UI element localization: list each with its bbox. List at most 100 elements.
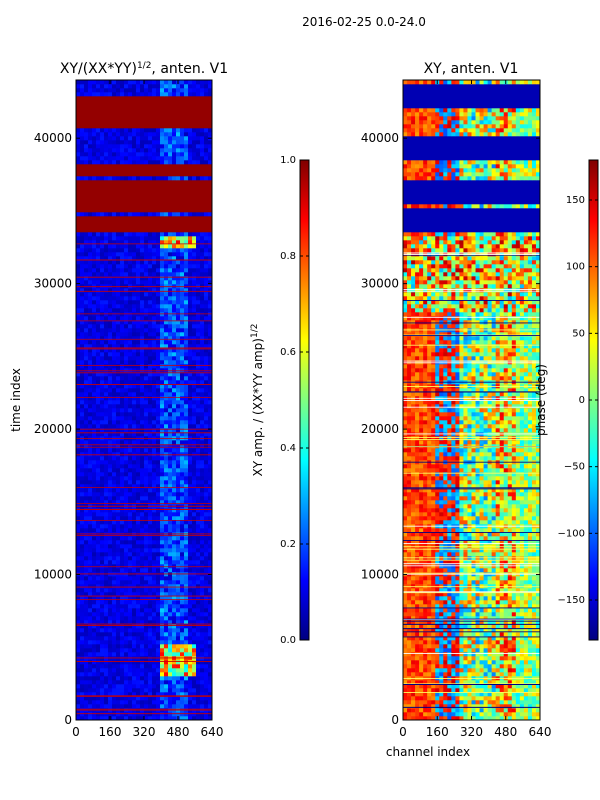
heatmap-cell	[188, 464, 193, 469]
heatmap-cell	[136, 152, 141, 157]
heatmap-cell	[192, 348, 197, 353]
heatmap-cell	[168, 600, 173, 605]
heatmap-cell	[200, 416, 205, 421]
heatmap-cell	[200, 136, 205, 141]
heatmap-cell	[112, 304, 117, 309]
heatmap-cell	[204, 528, 209, 533]
heatmap-cell	[92, 644, 97, 649]
heatmap-cell	[84, 496, 89, 501]
heatmap-cell	[172, 376, 177, 381]
heatmap-cell	[152, 688, 157, 693]
heatmap-cell	[120, 448, 125, 453]
heatmap-cell	[132, 612, 137, 617]
heatmap-cell	[192, 260, 197, 265]
heatmap-cell	[76, 416, 81, 421]
heatmap-cell	[100, 376, 105, 381]
heatmap-cell	[128, 492, 133, 497]
heatmap-cell	[108, 84, 113, 89]
heatmap-cell	[92, 344, 97, 349]
heatmap-cell	[92, 676, 97, 681]
heatmap-cell	[100, 392, 105, 397]
heatmap-cell	[184, 668, 189, 673]
heatmap-cell	[184, 576, 189, 581]
heatmap-cell	[112, 604, 117, 609]
heatmap-cell	[120, 540, 125, 545]
heatmap-cell	[100, 268, 105, 273]
heatmap-cell	[204, 456, 209, 461]
heatmap-cell	[200, 660, 205, 665]
heatmap-cell	[76, 496, 81, 501]
heatmap-cell	[200, 584, 205, 589]
heatmap-cell	[96, 648, 101, 653]
heatmap-cell	[172, 444, 177, 449]
heatmap-cell	[84, 320, 89, 325]
heatmap-cell	[88, 340, 93, 345]
heatmap-cell	[80, 296, 85, 301]
heatmap-cell	[88, 568, 93, 573]
heatmap-cell	[104, 240, 109, 245]
heatmap-cell	[204, 544, 209, 549]
heatmap-cell	[96, 524, 101, 529]
heatmap-cell	[196, 476, 201, 481]
heatmap-cell	[88, 692, 93, 697]
heatmap-cell	[471, 712, 476, 717]
heatmap-cell	[156, 472, 161, 477]
heatmap-cell	[451, 696, 456, 701]
heatmap-cell	[108, 248, 113, 253]
heatmap-cell	[164, 468, 169, 473]
heatmap-cell	[120, 476, 125, 481]
heatmap-cell	[148, 320, 153, 325]
heatmap-cell	[168, 452, 173, 457]
heatmap-cell	[172, 636, 177, 641]
heatmap-cell	[88, 396, 93, 401]
heatmap-cell	[148, 696, 153, 701]
heatmap-cell	[188, 396, 193, 401]
heatmap-cell	[156, 156, 161, 161]
heatmap-cell	[204, 176, 209, 181]
heatmap-cell	[92, 688, 97, 693]
heatmap-cell	[160, 516, 165, 521]
heatmap-cell	[188, 520, 193, 525]
heatmap-cell	[527, 708, 533, 713]
heatmap-cell	[204, 548, 209, 553]
heatmap-cell	[76, 580, 81, 585]
heatmap-cell	[104, 576, 109, 581]
heatmap-cell	[116, 440, 121, 445]
heatmap-cell	[132, 352, 137, 357]
heatmap-cell	[419, 712, 424, 717]
heatmap-cell	[84, 328, 89, 333]
heatmap-cell	[136, 488, 141, 493]
heatmap-cell	[168, 400, 173, 405]
heatmap-cell	[136, 524, 141, 529]
heatmap-cell	[116, 596, 121, 601]
heatmap-cell	[108, 272, 113, 277]
heatmap-cell	[88, 600, 93, 605]
heatmap-cell	[140, 596, 145, 601]
heatmap-cell	[200, 520, 205, 525]
heatmap-cell	[156, 248, 161, 253]
left-xtick-label: 320	[133, 725, 156, 739]
heatmap-cell	[84, 508, 89, 513]
heatmap-cell	[136, 132, 141, 137]
heatmap-cell	[160, 372, 165, 377]
heatmap-cell	[204, 596, 209, 601]
heatmap-cell	[112, 140, 117, 145]
heatmap-cell	[196, 548, 201, 553]
heatmap-cell	[104, 264, 109, 269]
heatmap-cell	[136, 328, 141, 333]
heatmap-cell	[156, 604, 161, 609]
heatmap-cell	[120, 556, 125, 561]
heatmap-cell	[172, 536, 177, 541]
heatmap-cell	[140, 152, 145, 157]
heatmap-cell	[136, 260, 141, 265]
heatmap-cell	[168, 416, 173, 421]
heatmap-cell	[192, 448, 197, 453]
heatmap-cell	[196, 264, 201, 269]
heatmap-cell	[140, 276, 145, 281]
heatmap-cell	[164, 160, 169, 165]
heatmap-cell	[76, 188, 212, 193]
heatmap-cell	[164, 472, 169, 477]
heatmap-cell	[116, 432, 121, 437]
heatmap-cell	[184, 176, 189, 181]
heatmap-cell	[160, 624, 165, 629]
